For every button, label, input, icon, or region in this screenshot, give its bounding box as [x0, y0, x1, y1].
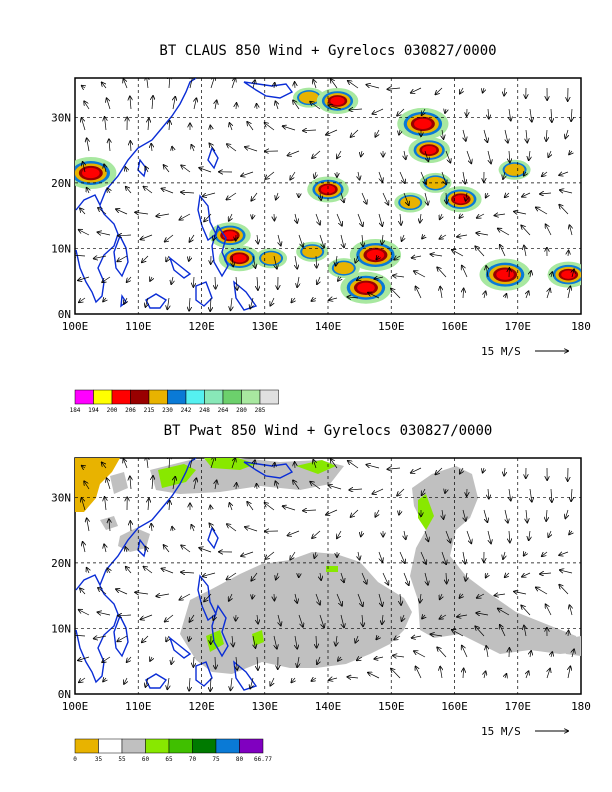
colorbar-label: 70 — [189, 756, 197, 763]
y-tick-label: 10N — [51, 242, 71, 255]
colorbar-label: 184 — [70, 407, 81, 414]
cloud-cluster — [480, 259, 531, 291]
x-tick-label: 120E — [188, 320, 215, 333]
cloud-cluster — [350, 239, 401, 271]
y-tick-label: 0N — [58, 688, 71, 701]
figure: BT CLAUS 850 Wind + Gyrelocs 030827/0000… — [0, 0, 612, 792]
x-tick-label: 170E — [505, 320, 532, 333]
y-tick-label: 20N — [51, 557, 71, 570]
x-tick-label: 100E — [62, 700, 89, 713]
colorbar-label: 285 — [255, 407, 266, 414]
x-tick-label: 150E — [378, 320, 405, 333]
x-tick-label: 130E — [252, 320, 279, 333]
x-tick-label: 180 — [571, 700, 591, 713]
vector-scale-label: 15 M/S — [481, 725, 521, 738]
colorbar-label: 264 — [218, 407, 229, 414]
colorbar-swatch — [94, 390, 113, 404]
y-tick-label: 10N — [51, 622, 71, 635]
x-tick-label: 140E — [315, 700, 342, 713]
x-tick-label: 160E — [441, 700, 468, 713]
colorbar-label: 280 — [236, 407, 247, 414]
x-tick-label: 180 — [571, 320, 591, 333]
colorbar-label: 242 — [181, 407, 192, 414]
x-tick-label: 100E — [62, 320, 89, 333]
cloud-cluster — [408, 137, 450, 163]
colorbar: 184 194 200 206 215 230 242 248 264 280 285 — [70, 390, 279, 414]
cloud-cluster — [548, 262, 590, 288]
cloud-cluster — [255, 248, 287, 268]
plot-area: 100E 110E 120E 130E 140E 150E 160E 170E 180 0N 10… — [51, 455, 591, 713]
colorbar-swatch — [122, 739, 146, 753]
colorbar-label: 80 — [236, 756, 244, 763]
colorbar-swatch — [75, 739, 99, 753]
colorbar-swatch — [99, 739, 123, 753]
colorbar-label: 65 — [165, 756, 173, 763]
x-tick-label: 130E — [252, 700, 279, 713]
colorbar-swatch — [146, 739, 170, 753]
cloud-cluster — [65, 157, 116, 189]
cloud-cluster — [394, 193, 426, 213]
colorbar-swatch — [149, 390, 168, 404]
x-tick-label: 150E — [378, 700, 405, 713]
colorbar-label: 75 — [212, 756, 220, 763]
colorbar-swatch — [75, 390, 94, 404]
cloud-cluster — [340, 272, 391, 304]
colorbar-label: 194 — [88, 407, 99, 414]
colorbar-swatch — [112, 390, 131, 404]
colorbar-swatch — [223, 390, 242, 404]
colorbar-label: 66.77 — [254, 756, 272, 763]
colorbar-swatch — [131, 390, 150, 404]
x-tick-label: 170E — [505, 700, 532, 713]
colorbar-swatch — [168, 390, 187, 404]
chart-title: BT Pwat 850 Wind + Gyrelocs 030827/0000 — [164, 423, 493, 439]
x-tick-label: 110E — [125, 320, 152, 333]
colorbar-label: 215 — [144, 407, 155, 414]
colorbar-label: 230 — [162, 407, 173, 414]
colorbar-label: 206 — [125, 407, 136, 414]
x-tick-label: 140E — [315, 320, 342, 333]
y-tick-label: 20N — [51, 177, 71, 190]
colorbar-label: 60 — [142, 756, 150, 763]
colorbar-label: 0 — [73, 756, 77, 763]
colorbar-swatch — [205, 390, 224, 404]
colorbar-swatch — [186, 390, 205, 404]
plot-area: 100E 110E 120E 130E 140E 150E 160E 170E 180 0N 10… — [51, 75, 591, 333]
colorbar: 0 35 55 60 65 70 75 80 66.77 — [73, 739, 272, 763]
x-tick-label: 160E — [441, 320, 468, 333]
colorbar-swatch — [193, 739, 217, 753]
y-tick-label: 30N — [51, 111, 71, 124]
colorbar-label: 55 — [118, 756, 126, 763]
y-tick-label: 0N — [58, 308, 71, 321]
chart-title: BT CLAUS 850 Wind + Gyrelocs 030827/0000 — [159, 43, 496, 59]
x-tick-label: 120E — [188, 700, 215, 713]
colorbar-label: 200 — [107, 407, 118, 414]
x-tick-label: 110E — [125, 700, 152, 713]
vector-scale-label: 15 M/S — [481, 345, 521, 358]
colorbar-swatch — [260, 390, 279, 404]
colorbar-swatch — [169, 739, 193, 753]
colorbar-label: 248 — [199, 407, 210, 414]
colorbar-swatch — [240, 739, 264, 753]
colorbar-label: 35 — [95, 756, 103, 763]
y-tick-label: 30N — [51, 491, 71, 504]
colorbar-swatch — [242, 390, 261, 404]
colorbar-swatch — [216, 739, 240, 753]
